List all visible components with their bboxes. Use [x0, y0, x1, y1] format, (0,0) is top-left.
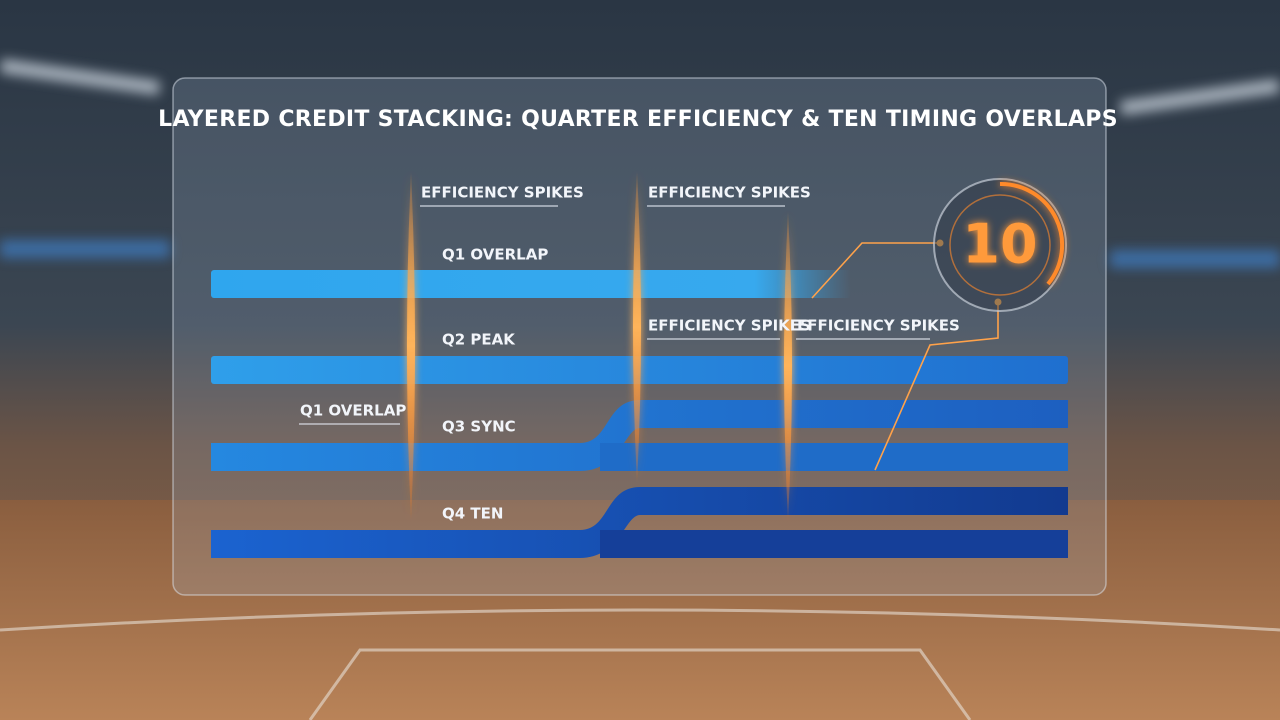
- spike-label: EFFICIENCY SPIKES: [797, 317, 960, 335]
- leader-dot: [994, 298, 1002, 306]
- lane-bar: [211, 270, 851, 298]
- leader-lines: [811, 242, 999, 471]
- badge-ring: [933, 178, 1067, 312]
- title: LAYERED CREDIT STACKING: QUARTER EFFICIE…: [158, 107, 1118, 132]
- court-lines: [0, 608, 1280, 720]
- lane-bar: [600, 443, 1068, 471]
- spike: [407, 172, 415, 520]
- lane-bar: [211, 400, 1068, 471]
- lane-label: Q2 PEAK: [442, 331, 516, 349]
- spikes: [407, 172, 792, 520]
- badge-inner: [949, 194, 1051, 296]
- lane-label: Q3 SYNC: [442, 418, 516, 436]
- badge-value: 10: [962, 213, 1037, 276]
- spike: [633, 172, 641, 482]
- spike-label: EFFICIENCY SPIKES: [421, 184, 584, 202]
- side-label: Q1 OVERLAP: [300, 402, 406, 420]
- arena-lights: [0, 58, 1280, 268]
- lane-label: Q1 OVERLAP: [442, 246, 548, 264]
- lane-bar: [211, 487, 1068, 558]
- badge-arc: [999, 181, 1065, 286]
- spike-label: EFFICIENCY SPIKES: [648, 184, 811, 202]
- spike: [784, 212, 792, 520]
- lane-bar: [600, 530, 1068, 558]
- lane-label: Q4 TEN: [442, 505, 503, 523]
- leader-dot: [936, 239, 944, 247]
- spike-label: EFFICIENCY SPIKES: [648, 317, 811, 335]
